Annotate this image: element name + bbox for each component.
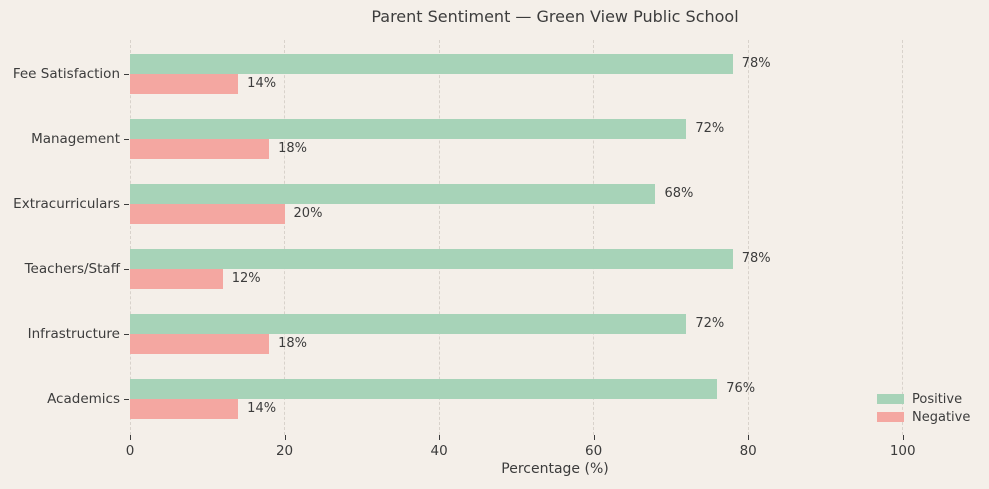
value-label: 20% [293,205,323,221]
chart-title: Parent Sentiment — Green View Public Sch… [371,7,739,26]
negative-bar [130,203,285,224]
positive-bar [130,183,656,204]
value-label: 14% [247,75,277,91]
x-tick-mark [284,435,286,440]
value-label: 72% [695,120,725,136]
x-tick-label: 40 [430,443,448,459]
value-label: 18% [278,140,307,156]
y-tick-mark [124,268,129,270]
positive-bar [130,313,687,334]
legend: Positive Negative [877,390,970,426]
gridline [438,40,440,435]
category-label: Fee Satisfaction [12,65,120,82]
x-tick-mark [439,435,441,440]
x-tick-label: 80 [739,443,757,459]
legend-label: Positive [912,391,963,407]
negative-bar [130,268,223,289]
category-label: Management [31,130,120,147]
legend-entry: Negative [877,408,970,426]
x-tick-label: 100 [889,443,916,459]
positive-bar [130,118,687,139]
value-label: 78% [741,250,771,266]
x-axis-label: Percentage (%) [501,461,609,477]
negative-bar [130,138,270,159]
gridline [747,40,749,435]
legend-label: Negative [912,409,971,425]
gridline [129,40,131,435]
positive-bar [130,248,733,269]
y-tick-mark [124,73,129,75]
x-tick-mark [130,435,131,440]
gridline [593,40,595,435]
category-label: Infrastructure [27,325,120,342]
x-tick-mark [593,435,595,440]
x-tick-mark [748,435,750,440]
y-tick-mark [124,333,129,335]
category-label: Extracurriculars [13,195,120,212]
negative-bar [130,73,239,94]
value-label: 76% [726,380,756,396]
value-label: 12% [231,270,261,286]
y-tick-mark [124,398,129,400]
positive-bar [130,378,718,399]
legend-swatch-negative [877,412,904,422]
x-tick-label: 0 [125,443,135,459]
legend-swatch-positive [877,394,904,404]
value-label: 72% [695,315,725,331]
category-label: Teachers/Staff [24,260,120,277]
x-tick-label: 20 [275,443,294,459]
negative-bar [130,333,270,354]
gridline [902,40,904,435]
negative-bar [130,398,239,419]
plot-area: 78% 14% 72% 18% 68% 20% 78% 12% 72% 18% 76% 14% [129,40,980,435]
legend-entry: Positive [877,390,970,408]
y-tick-mark [124,138,129,140]
y-tick-mark [124,203,129,205]
positive-bar [130,53,733,74]
value-label: 18% [278,335,307,351]
value-label: 78% [741,55,771,71]
category-label: Academics [47,390,120,407]
gridline [284,40,286,435]
x-tick-mark [902,435,904,440]
x-tick-label: 60 [585,443,603,459]
value-label: 68% [664,185,694,201]
value-label: 14% [247,400,277,416]
